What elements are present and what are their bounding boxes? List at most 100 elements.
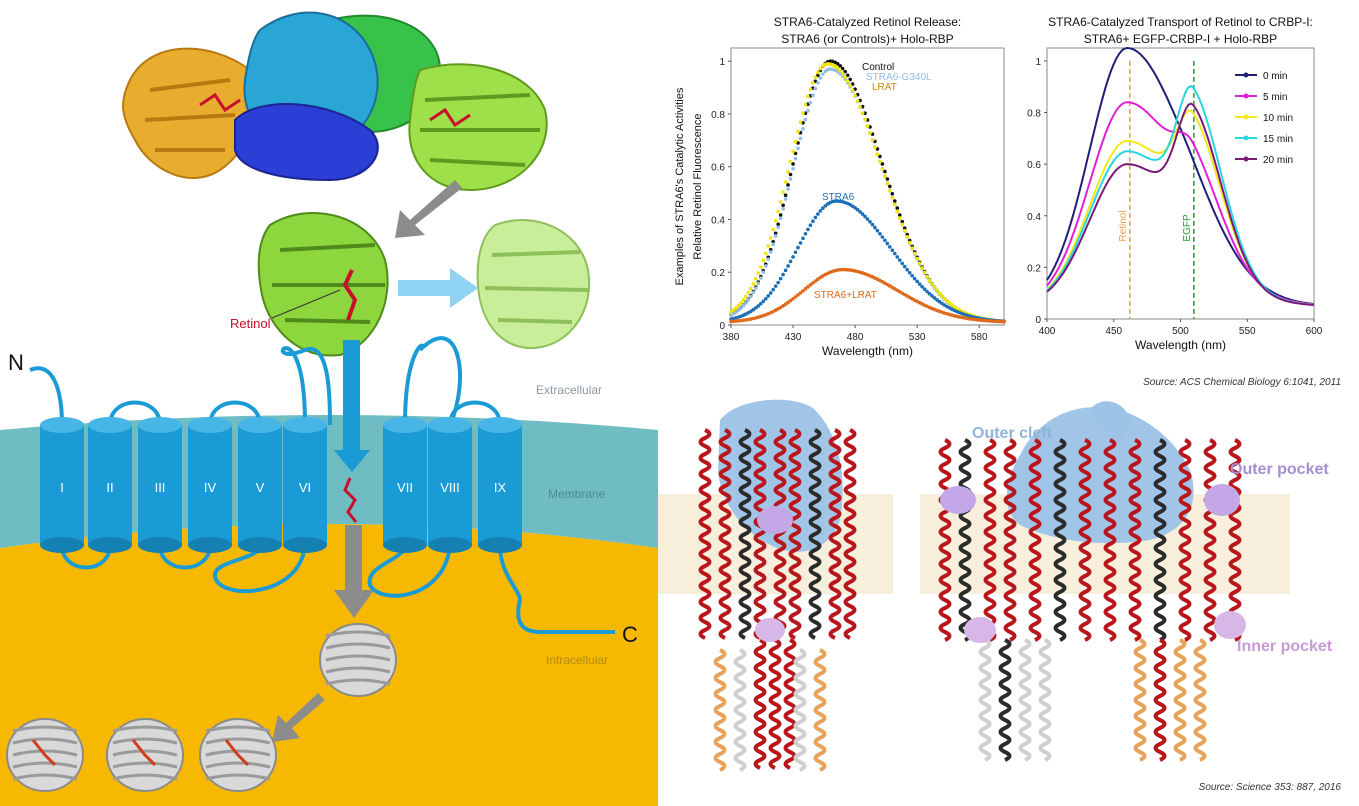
- data-point: [848, 83, 852, 88]
- data-point: [798, 291, 803, 295]
- plot-frame: [1046, 47, 1315, 320]
- data-point: [838, 68, 842, 73]
- data-point: [803, 117, 808, 122]
- data-point: [902, 226, 907, 231]
- data-point: [885, 177, 890, 181]
- x-tick-label: 480: [847, 332, 864, 343]
- data-point: [806, 109, 810, 113]
- data-point: [783, 197, 788, 201]
- data-point: [863, 214, 867, 219]
- source-acs: Source: ACS Chemical Biology 6:1041, 201…: [1143, 377, 1341, 388]
- data-point: [888, 245, 892, 249]
- crbp-barrel: [6, 718, 84, 792]
- data-point: [736, 303, 741, 308]
- cleft-surface-right: [1006, 407, 1194, 544]
- data-point: [902, 264, 907, 269]
- data-point: [766, 294, 771, 298]
- data-point: [863, 117, 867, 122]
- data-point: [734, 306, 738, 310]
- data-point: [754, 276, 758, 281]
- gray-arrow-release: [395, 180, 462, 238]
- data-point: [763, 296, 768, 301]
- data-point: [791, 166, 795, 171]
- data-point: [925, 289, 929, 294]
- data-point: [768, 291, 773, 295]
- data-point: [813, 215, 818, 220]
- data-point: [756, 281, 761, 286]
- data-point: [947, 301, 952, 305]
- annotation-label: EGFP: [1182, 214, 1193, 242]
- data-point: [761, 270, 766, 275]
- data-point: [796, 129, 800, 134]
- y-tick-label: 0: [719, 321, 725, 332]
- helix-label: II: [106, 480, 113, 495]
- x-tick-label: 500: [1172, 326, 1189, 337]
- data-point: [796, 293, 800, 297]
- data-point: [838, 64, 842, 68]
- series-label: LRAT: [872, 82, 897, 93]
- data-point: [739, 306, 743, 310]
- rbp-stra6-complex: [122, 11, 548, 192]
- legend-label: 20 min: [1263, 155, 1293, 166]
- outer-pocket-label: Outer pocket: [1230, 461, 1329, 478]
- data-point: [845, 79, 850, 83]
- y-tick-label: 0.6: [1027, 160, 1041, 171]
- data-point: [870, 138, 875, 142]
- data-point: [773, 234, 778, 238]
- data-point: [915, 279, 919, 284]
- data-point: [917, 282, 922, 286]
- source-science: Source: Science 353: 887, 2016: [1199, 782, 1342, 793]
- data-point: [905, 234, 910, 239]
- c-terminus-loop: [498, 544, 615, 634]
- data-point: [788, 298, 793, 303]
- data-point: [890, 195, 895, 200]
- data-point: [850, 88, 855, 93]
- data-point: [798, 136, 803, 141]
- legend-marker: [1243, 93, 1249, 99]
- x-axis-label: Wavelength (nm): [1135, 338, 1226, 352]
- data-point: [897, 213, 902, 217]
- retinol-in-membrane: [343, 477, 358, 523]
- data-point: [893, 202, 897, 207]
- data-point: [838, 71, 842, 76]
- data-point: [912, 251, 917, 256]
- y-tick-label: 0.4: [1027, 212, 1041, 223]
- data-point: [781, 203, 785, 208]
- series-label: Control: [862, 62, 894, 73]
- light-blue-arrow: [398, 268, 478, 308]
- data-point: [776, 280, 780, 285]
- crbp-barrel: [199, 718, 277, 792]
- data-point: [818, 66, 823, 71]
- data-point: [930, 282, 934, 286]
- y-tick-label: 0.4: [711, 215, 725, 226]
- series-20-min: [1046, 102, 1315, 306]
- data-point: [776, 222, 780, 227]
- data-point: [930, 294, 934, 298]
- helix-i: I: [40, 417, 84, 553]
- data-point: [756, 271, 761, 275]
- data-point: [816, 212, 820, 216]
- data-point: [902, 228, 907, 233]
- data-point: [786, 300, 790, 305]
- data-point: [880, 162, 885, 166]
- series-5-min: [1046, 101, 1315, 306]
- series-lrat: [729, 62, 1006, 324]
- membrane-label: Membrane: [548, 487, 606, 501]
- plot-frame: [730, 47, 1005, 326]
- data-point: [783, 268, 788, 273]
- c-label: C: [622, 622, 638, 647]
- data-point: [808, 283, 813, 287]
- data-point: [833, 64, 838, 69]
- chart-title: STRA6-Catalyzed Retinol Release:: [774, 15, 961, 29]
- data-point: [761, 299, 766, 304]
- data-point: [768, 236, 773, 240]
- helix-label: V: [256, 480, 265, 495]
- intracellular-label: Intracellular: [546, 653, 608, 667]
- data-point: [731, 308, 736, 312]
- data-point: [801, 127, 805, 131]
- crbp-barrel: [106, 718, 184, 792]
- data-point: [741, 298, 746, 302]
- annotation-label: Retinol: [1118, 210, 1129, 241]
- data-point: [910, 273, 914, 278]
- data-point: [893, 199, 897, 203]
